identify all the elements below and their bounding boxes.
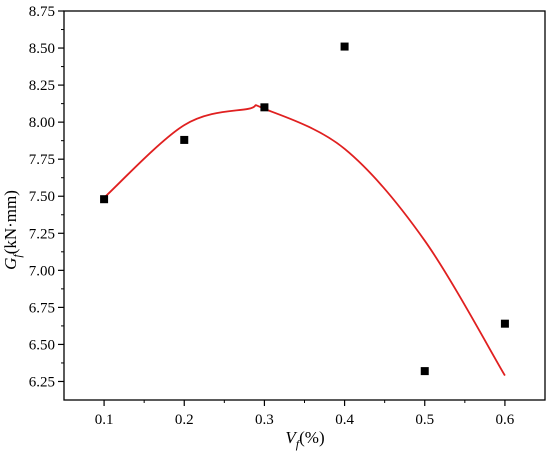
x-tick-label: 0.3	[255, 412, 274, 428]
x-tick-label: 0.4	[335, 412, 354, 428]
y-tick-label: 8.25	[29, 78, 55, 94]
fit-curve	[103, 104, 506, 377]
plot-frame	[63, 10, 546, 401]
x-tick-label: 0.2	[175, 412, 194, 428]
y-axis-unit: (kN·mm)	[1, 190, 20, 254]
x-axis-title: Vf(%)	[285, 428, 324, 451]
y-axis-subscript: f	[10, 253, 24, 258]
plot-area	[63, 10, 546, 401]
data-point	[420, 367, 429, 376]
data-point	[260, 103, 269, 112]
y-tick-label: 8.75	[29, 4, 55, 20]
x-axis: 0.1 0.2 0.3 0.4 0.5 0.6	[95, 400, 515, 428]
y-tick-label: 7.50	[29, 189, 55, 205]
data-point	[100, 195, 109, 204]
data-point	[180, 135, 189, 144]
data-point	[340, 42, 349, 51]
data-point	[500, 319, 509, 328]
x-tick-label: 0.5	[415, 412, 434, 428]
y-axis: 6.25 6.50 6.75 7.00 7.25 7.50 7.75 8.00 8.25 8.50…	[29, 4, 64, 390]
y-axis-symbol: G	[1, 258, 20, 270]
y-tick-label: 8.50	[29, 41, 55, 57]
x-axis-unit: (%)	[299, 428, 324, 447]
x-tick-label: 0.1	[95, 412, 114, 428]
x-axis-symbol: V	[285, 428, 298, 447]
y-tick-label: 7.25	[29, 226, 55, 242]
fit-curve-layer	[103, 104, 506, 377]
y-tick-label: 6.75	[29, 300, 55, 316]
y-tick-label: 8.00	[29, 115, 55, 131]
y-tick-label: 7.00	[29, 263, 55, 279]
x-axis-subscript: f	[296, 437, 301, 451]
y-tick-label: 6.25	[29, 374, 55, 390]
y-tick-label: 7.75	[29, 152, 55, 168]
x-tick-label: 0.6	[496, 412, 515, 428]
y-axis-title: Gf(kN·mm)	[1, 190, 24, 270]
data-points-layer	[100, 42, 509, 376]
y-tick-label: 6.50	[29, 337, 55, 353]
